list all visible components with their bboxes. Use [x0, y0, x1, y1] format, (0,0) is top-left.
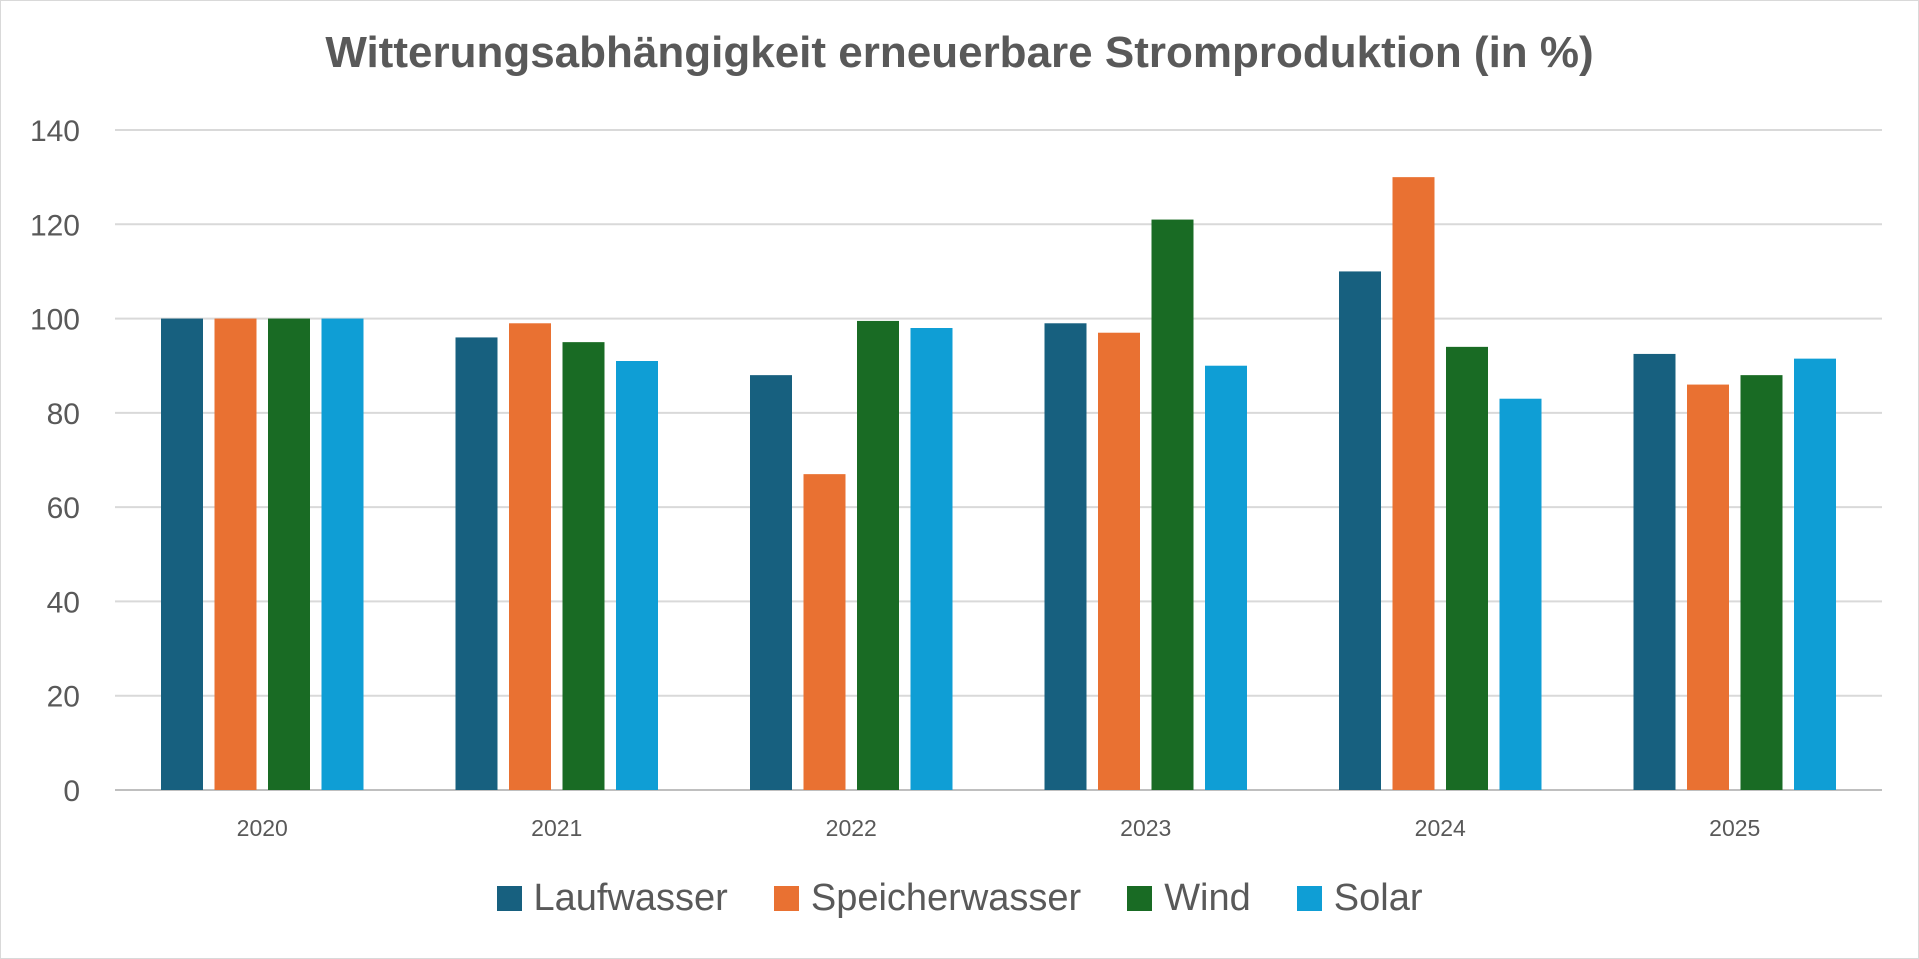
- legend-swatch: [496, 885, 522, 911]
- legend-label: Laufwasser: [533, 876, 728, 919]
- x-tick-label: 2025: [1709, 815, 1760, 841]
- bar-solar-2025: [1794, 358, 1836, 790]
- x-axis: 2020 2021 2022 2023 2024 2025: [237, 815, 1761, 841]
- bar-laufwasser-2025: [1633, 353, 1676, 790]
- bar-wind-2023: [1151, 219, 1194, 791]
- x-tick-label: 2021: [531, 815, 582, 841]
- bar-laufwasser-2023: [1044, 323, 1087, 790]
- y-axis: 0 20 40 60 80 100 120 140: [30, 115, 80, 808]
- x-tick-label: 2024: [1415, 815, 1466, 841]
- bar-wind-2025: [1740, 375, 1783, 790]
- y-tick-label: 0: [63, 775, 80, 808]
- chart-title: Witterungsabhängigkeit erneuerbare Strom…: [325, 28, 1594, 77]
- bars: [161, 177, 1836, 791]
- bar-wind-2024: [1446, 346, 1488, 790]
- bar-laufwasser-2024: [1339, 271, 1381, 790]
- bar-laufwasser-2020: [161, 318, 203, 790]
- bar-solar-2023: [1205, 365, 1247, 790]
- legend-swatch: [773, 885, 799, 911]
- bar-laufwasser-2022: [750, 375, 792, 790]
- gridlines: [115, 129, 1882, 791]
- y-tick-label: 100: [30, 304, 80, 337]
- y-tick-label: 80: [47, 398, 80, 431]
- bar-laufwasser-2021: [455, 337, 498, 790]
- bar-solar-2021: [616, 361, 658, 790]
- bar-wind-2020: [268, 318, 310, 790]
- legend-item-wind: Wind: [1127, 877, 1251, 920]
- y-tick-label: 20: [47, 681, 80, 714]
- legend-label: Solar: [1333, 876, 1423, 919]
- y-tick-label: 40: [47, 586, 80, 619]
- legend-item-speicherwasser: Speicherwasser: [773, 876, 1082, 920]
- legend-swatch: [1127, 885, 1153, 911]
- bar-solar-2020: [321, 318, 364, 790]
- y-tick-label: 140: [30, 115, 80, 148]
- bar-speicherwasser-2020: [214, 318, 257, 790]
- legend-label: Speicherwasser: [810, 876, 1082, 919]
- y-tick-label: 120: [30, 209, 80, 242]
- x-tick-label: 2023: [1120, 815, 1171, 841]
- bar-speicherwasser-2022: [803, 474, 846, 790]
- bar-solar-2022: [910, 328, 953, 790]
- bar-solar-2024: [1499, 398, 1542, 790]
- bar-speicherwasser-2025: [1687, 384, 1729, 790]
- legend-item-laufwasser: Laufwasser: [496, 876, 728, 920]
- bar-wind-2022: [857, 320, 899, 790]
- legend-item-solar: Solar: [1296, 876, 1423, 920]
- bar-speicherwasser-2021: [509, 323, 551, 790]
- bar-speicherwasser-2023: [1098, 332, 1140, 790]
- x-tick-label: 2022: [826, 815, 877, 841]
- bar-speicherwasser-2024: [1392, 177, 1435, 791]
- y-tick-label: 60: [47, 492, 80, 525]
- bar-wind-2021: [562, 342, 605, 790]
- legend-swatch: [1296, 885, 1322, 911]
- x-tick-label: 2020: [237, 815, 288, 841]
- legend-label: Wind: [1164, 876, 1251, 919]
- legend: Laufwasser Speicherwasser Wind Solar: [0, 873, 1919, 923]
